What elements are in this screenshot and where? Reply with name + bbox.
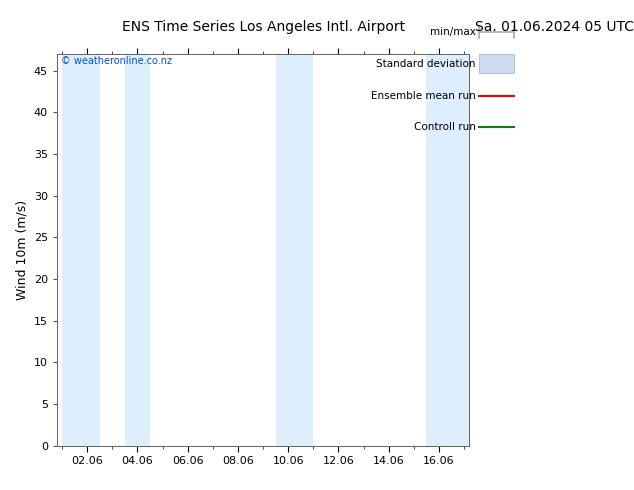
Text: Ensemble mean run: Ensemble mean run xyxy=(371,91,476,100)
Bar xyxy=(276,54,313,446)
Bar xyxy=(427,54,469,446)
Text: Standard deviation: Standard deviation xyxy=(376,59,476,69)
Text: Sa. 01.06.2024 05 UTC: Sa. 01.06.2024 05 UTC xyxy=(476,20,634,34)
Text: min/max: min/max xyxy=(430,27,476,37)
Text: © weatheronline.co.nz: © weatheronline.co.nz xyxy=(61,56,172,66)
Text: ENS Time Series Los Angeles Intl. Airport: ENS Time Series Los Angeles Intl. Airpor… xyxy=(122,20,404,34)
Bar xyxy=(62,54,100,446)
Y-axis label: Wind 10m (m/s): Wind 10m (m/s) xyxy=(15,200,29,300)
Text: Controll run: Controll run xyxy=(413,122,476,132)
Bar xyxy=(125,54,150,446)
